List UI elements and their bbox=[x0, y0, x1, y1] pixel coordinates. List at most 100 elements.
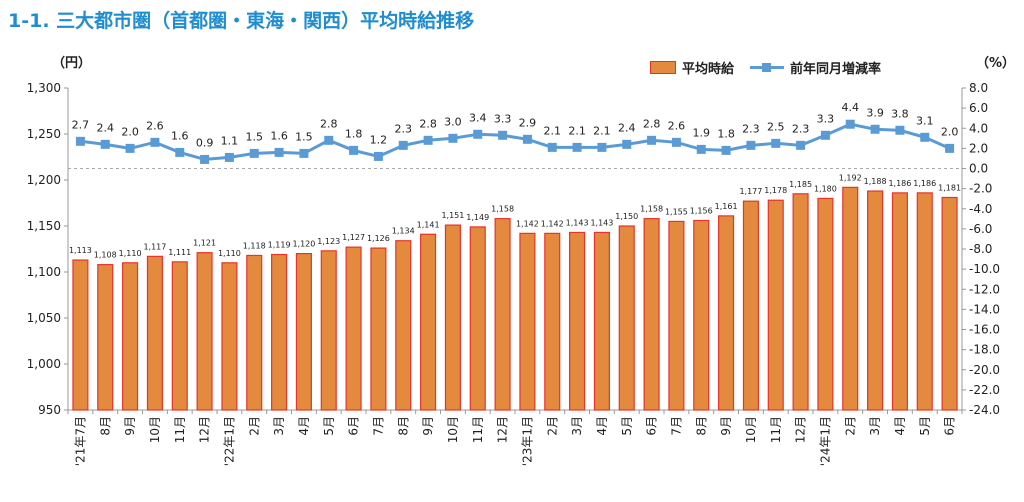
rate-value-label: 3.3 bbox=[494, 112, 512, 125]
bar bbox=[345, 246, 362, 411]
x-tick-label: 6月 bbox=[347, 416, 361, 436]
bar-value-label: 1,177 bbox=[739, 187, 762, 196]
rate-value-label: 1.8 bbox=[717, 127, 735, 140]
rate-value-label: 3.8 bbox=[891, 107, 909, 120]
left-tick-label: 1,300 bbox=[27, 81, 61, 95]
rate-value-label: 1.8 bbox=[345, 127, 363, 140]
rate-value-label: 2.9 bbox=[519, 116, 537, 129]
rate-value-label: 2.1 bbox=[593, 124, 611, 137]
bar-value-label: 1,118 bbox=[243, 241, 266, 250]
rate-point bbox=[547, 142, 557, 152]
rate-point bbox=[224, 152, 234, 162]
x-tick-label: 10月 bbox=[744, 416, 758, 443]
right-tick-label: -4.0 bbox=[969, 202, 992, 216]
rate-value-label: 1.5 bbox=[246, 130, 264, 143]
bar-value-label: 1,192 bbox=[839, 173, 862, 182]
rate-point bbox=[895, 125, 905, 135]
right-tick-label: -2.0 bbox=[969, 182, 992, 196]
bar bbox=[742, 200, 759, 411]
bar-value-label: 1,120 bbox=[292, 240, 315, 249]
bar bbox=[668, 220, 685, 411]
bar-value-label: 1,151 bbox=[441, 211, 464, 220]
right-tick-label: -8.0 bbox=[969, 242, 992, 256]
rate-point bbox=[324, 135, 334, 145]
left-tick-label: 1,150 bbox=[27, 219, 61, 233]
bar bbox=[370, 247, 387, 411]
rate-point bbox=[75, 136, 85, 146]
bar-value-label: 1,123 bbox=[317, 237, 340, 246]
x-tick-label: 6月 bbox=[645, 416, 659, 436]
rate-value-label: 2.5 bbox=[767, 120, 785, 133]
rate-point bbox=[473, 129, 483, 139]
x-tick-label: 9月 bbox=[123, 416, 137, 436]
rate-point bbox=[498, 130, 508, 140]
bar-value-label: 1,113 bbox=[69, 246, 92, 255]
x-tick-label: '22年1月 bbox=[222, 416, 236, 466]
bar bbox=[395, 240, 412, 411]
bar-value-label: 1,149 bbox=[466, 213, 489, 222]
rate-point bbox=[671, 137, 681, 147]
rate-point bbox=[373, 151, 383, 161]
bar-value-label: 1,111 bbox=[168, 248, 191, 257]
x-tick-label: 8月 bbox=[98, 416, 112, 436]
rate-value-label: 2.3 bbox=[395, 122, 413, 135]
rate-value-label: 2.6 bbox=[146, 119, 164, 132]
x-tick-label: 3月 bbox=[570, 416, 584, 436]
bar bbox=[519, 232, 536, 411]
bar-value-label: 1,108 bbox=[94, 251, 117, 260]
rate-point bbox=[696, 144, 706, 154]
x-tick-label: 7月 bbox=[669, 416, 683, 436]
rate-value-label: 3.0 bbox=[444, 115, 462, 128]
legend-line-swatch bbox=[750, 61, 785, 74]
rate-point bbox=[920, 132, 930, 142]
chart-legend: 平均時給 前年同月増減率 bbox=[650, 58, 881, 77]
right-tick-label: -6.0 bbox=[969, 222, 992, 236]
bar bbox=[420, 233, 437, 411]
rate-point bbox=[622, 139, 632, 149]
rate-value-label: 2.3 bbox=[742, 122, 760, 135]
right-tick-label: -24.0 bbox=[969, 403, 1000, 417]
rate-point bbox=[150, 137, 160, 147]
right-tick-label: 6.0 bbox=[969, 101, 988, 115]
bar bbox=[817, 197, 834, 411]
left-tick-label: 1,200 bbox=[27, 173, 61, 187]
x-tick-label: 2月 bbox=[545, 416, 559, 436]
bar-value-label: 1,126 bbox=[367, 234, 390, 243]
x-tick-label: 8月 bbox=[694, 416, 708, 436]
rate-value-label: 3.4 bbox=[469, 111, 487, 124]
bar-value-label: 1,143 bbox=[590, 218, 613, 227]
x-tick-label: 10月 bbox=[446, 416, 460, 443]
bar bbox=[246, 254, 263, 411]
bar bbox=[767, 199, 784, 411]
rate-point bbox=[299, 148, 309, 158]
bar bbox=[618, 225, 635, 411]
bar bbox=[271, 253, 288, 411]
bar bbox=[941, 196, 958, 411]
right-tick-label: -16.0 bbox=[969, 323, 1000, 337]
x-tick-label: 4月 bbox=[893, 416, 907, 436]
x-tick-label: 6月 bbox=[943, 416, 957, 436]
x-tick-label: '24年1月 bbox=[818, 416, 832, 466]
bar bbox=[72, 259, 89, 411]
rate-value-label: 1.6 bbox=[270, 129, 288, 142]
bar-value-label: 1,142 bbox=[541, 219, 564, 228]
bar-value-label: 1,180 bbox=[814, 184, 837, 193]
rate-value-label: 1.1 bbox=[221, 134, 239, 147]
bar-value-label: 1,181 bbox=[938, 183, 961, 192]
bar-value-label: 1,119 bbox=[268, 241, 291, 250]
rate-point bbox=[249, 148, 259, 158]
x-tick-label: 5月 bbox=[918, 416, 932, 436]
rate-value-label: 2.4 bbox=[97, 121, 115, 134]
rate-value-label: 2.1 bbox=[568, 124, 586, 137]
left-tick-label: 1,100 bbox=[27, 265, 61, 279]
bar bbox=[569, 231, 586, 411]
bar-value-label: 1,110 bbox=[218, 249, 241, 258]
legend-bar-label: 平均時給 bbox=[682, 62, 735, 77]
left-tick-label: 1,050 bbox=[27, 311, 61, 325]
rate-point bbox=[274, 147, 284, 157]
rate-point bbox=[423, 135, 433, 145]
rate-point bbox=[721, 145, 731, 155]
rate-value-label: 2.7 bbox=[72, 118, 90, 131]
rate-value-label: 2.0 bbox=[941, 125, 959, 138]
right-tick-label: -12.0 bbox=[969, 282, 1000, 296]
